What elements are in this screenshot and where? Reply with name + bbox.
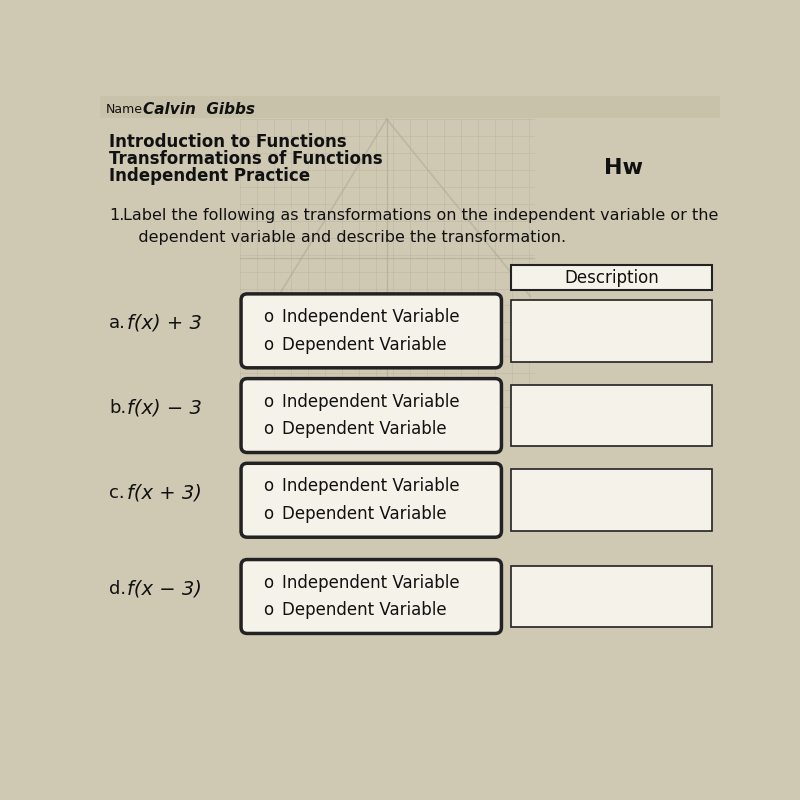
Text: Calvin  Gibbs: Calvin Gibbs: [142, 102, 254, 118]
Bar: [510, 566, 712, 627]
Text: o: o: [262, 478, 273, 495]
Text: Name: Name: [106, 103, 143, 116]
Text: Transformations of Functions: Transformations of Functions: [110, 150, 383, 168]
FancyBboxPatch shape: [241, 294, 502, 368]
Bar: [510, 385, 712, 446]
Text: o: o: [262, 421, 273, 438]
Bar: [100, 96, 720, 118]
Bar: [510, 300, 712, 362]
FancyBboxPatch shape: [241, 559, 502, 634]
Text: f(x) − 3: f(x) − 3: [127, 398, 202, 418]
Text: Hw: Hw: [604, 158, 642, 178]
FancyBboxPatch shape: [241, 378, 502, 453]
Text: Dependent Variable: Dependent Variable: [282, 336, 446, 354]
Text: a.: a.: [110, 314, 126, 332]
Text: Independent Variable: Independent Variable: [282, 478, 460, 495]
Text: f(x + 3): f(x + 3): [127, 483, 202, 502]
Text: o: o: [262, 505, 273, 523]
Text: f(x − 3): f(x − 3): [127, 579, 202, 598]
Text: Dependent Variable: Dependent Variable: [282, 602, 446, 619]
Text: o: o: [262, 574, 273, 592]
Bar: [510, 266, 712, 290]
Text: Dependent Variable: Dependent Variable: [282, 505, 446, 523]
Text: Introduction to Functions: Introduction to Functions: [110, 133, 347, 151]
Text: b.: b.: [110, 399, 126, 417]
Text: c.: c.: [110, 483, 125, 502]
Text: Independent Variable: Independent Variable: [282, 393, 460, 410]
Text: Independent Practice: Independent Practice: [110, 167, 310, 185]
Text: 1.: 1.: [110, 208, 125, 222]
Text: o: o: [262, 393, 273, 410]
Text: o: o: [262, 336, 273, 354]
Text: d.: d.: [110, 580, 126, 598]
Text: f(x) + 3: f(x) + 3: [127, 314, 202, 333]
Text: Independent Variable: Independent Variable: [282, 308, 460, 326]
Bar: [510, 470, 712, 531]
Text: Label the following as transformations on the independent variable or the
   dep: Label the following as transformations o…: [123, 208, 718, 245]
Text: o: o: [262, 602, 273, 619]
FancyBboxPatch shape: [241, 463, 502, 538]
Text: Description: Description: [564, 269, 659, 286]
Text: o: o: [262, 308, 273, 326]
Text: Independent Variable: Independent Variable: [282, 574, 460, 592]
Text: Dependent Variable: Dependent Variable: [282, 421, 446, 438]
